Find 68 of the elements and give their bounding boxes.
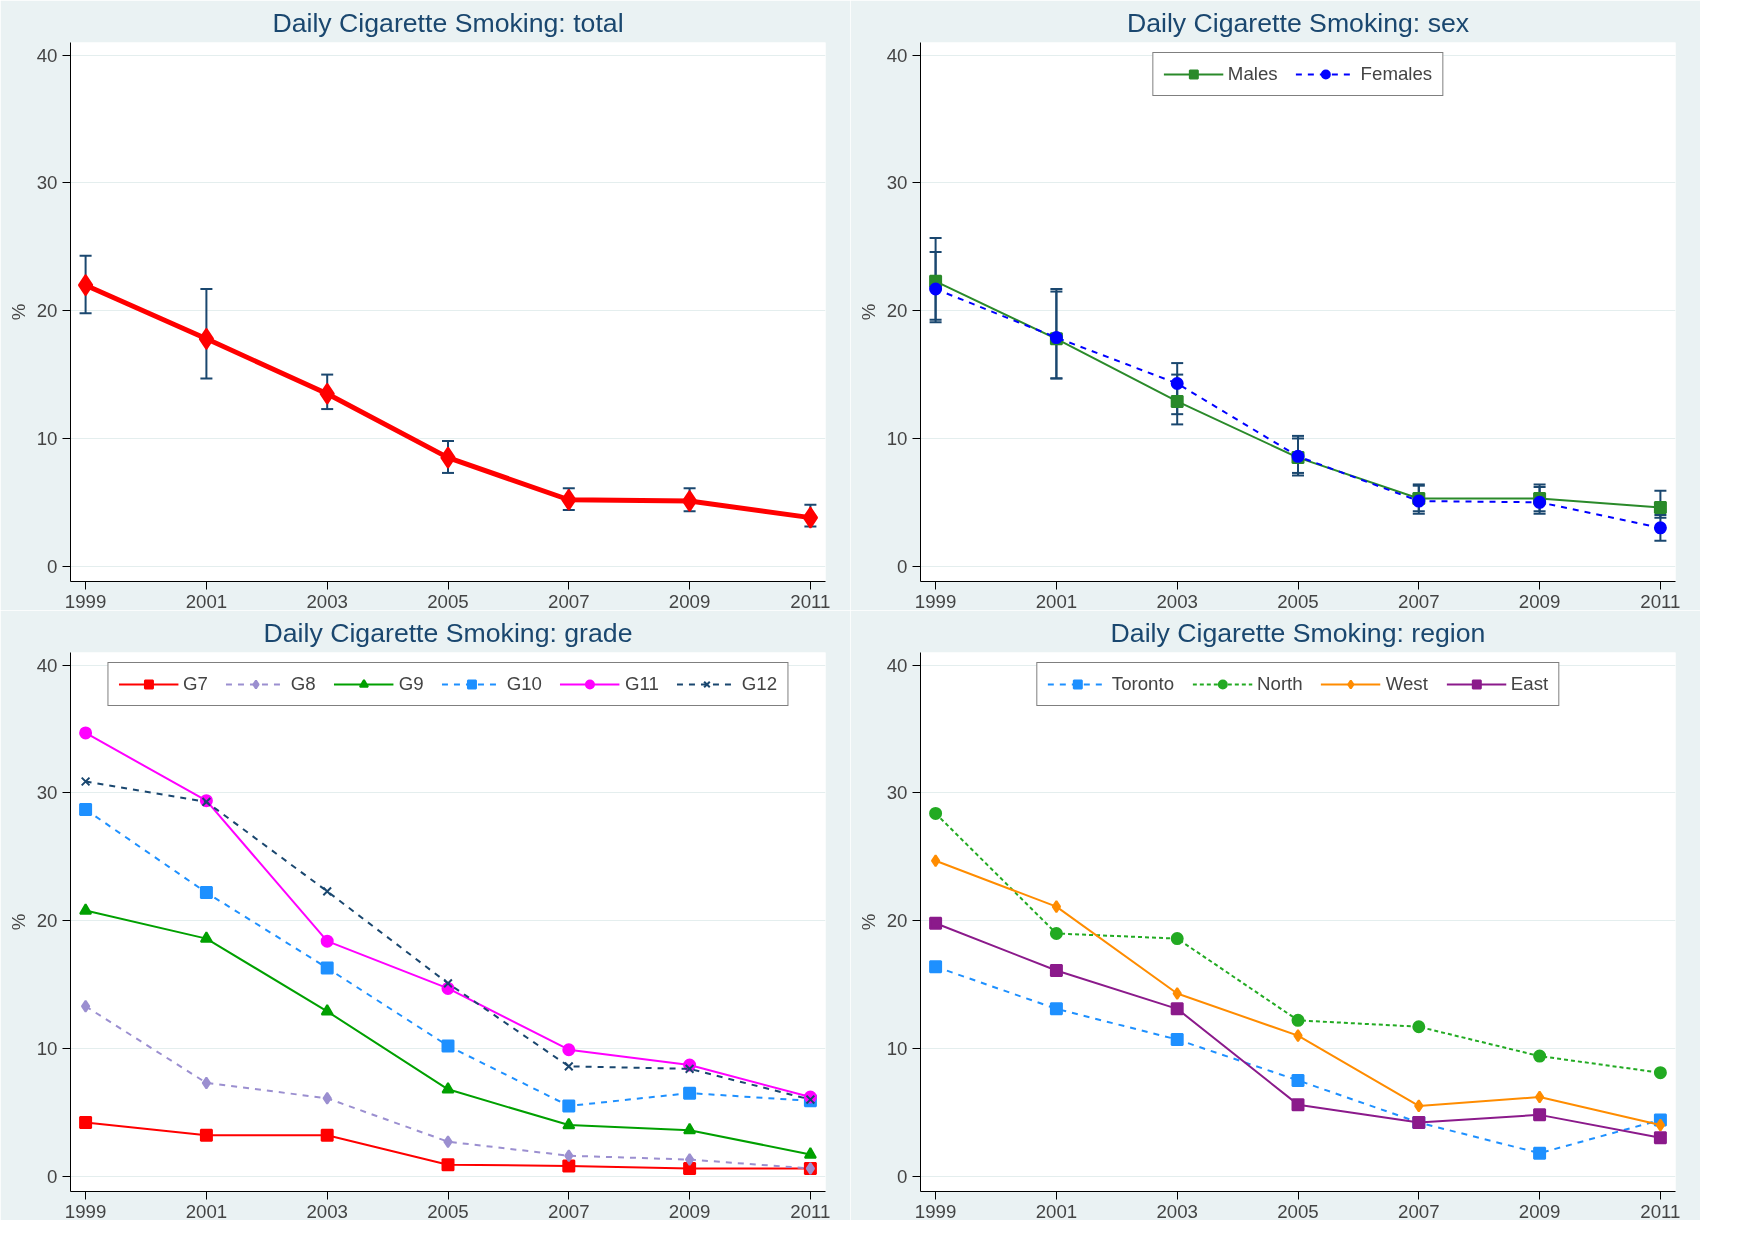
legend-label: G8 xyxy=(290,673,316,695)
legend-label: West xyxy=(1385,673,1428,695)
y-tick-label: 10 xyxy=(886,427,908,449)
x-tick-label: 1999 xyxy=(914,1200,957,1222)
y-tick-label: 0 xyxy=(47,1165,58,1187)
legend-label: Toronto xyxy=(1111,673,1175,695)
legend-label: G7 xyxy=(182,673,208,695)
legend-label: G12 xyxy=(741,673,778,695)
y-tick-label: 10 xyxy=(36,427,58,449)
y-tick-label: 40 xyxy=(36,654,58,676)
legend-label: Females xyxy=(1360,63,1433,85)
y-tick-label: 0 xyxy=(897,555,908,577)
y-tick-label: 20 xyxy=(36,300,58,322)
legend-label: G9 xyxy=(398,673,424,695)
x-tick-label: 2003 xyxy=(1156,590,1198,612)
chart-title: Daily Cigarette Smoking: sex xyxy=(1126,7,1470,38)
x-tick-label: 1999 xyxy=(64,1200,107,1222)
x-tick-label: 2007 xyxy=(548,590,590,612)
y-tick-label: 40 xyxy=(36,44,58,66)
y-axis-title: % xyxy=(857,303,879,321)
x-tick-label: 2001 xyxy=(185,1200,228,1222)
legend-label: East xyxy=(1510,673,1549,695)
y-tick-label: 20 xyxy=(886,300,908,322)
y-tick-label: 30 xyxy=(36,782,58,804)
y-tick-label: 10 xyxy=(36,1037,58,1059)
y-axis-title: % xyxy=(857,913,879,931)
x-tick-label: 2009 xyxy=(668,1200,711,1222)
y-tick-label: 40 xyxy=(886,654,908,676)
x-tick-label: 2011 xyxy=(1640,590,1681,612)
y-axis-title: % xyxy=(7,303,29,321)
y-tick-label: 0 xyxy=(47,555,58,577)
legend-label: Males xyxy=(1227,63,1278,85)
x-tick-label: 2003 xyxy=(1156,1200,1198,1222)
y-tick-label: 20 xyxy=(886,910,908,932)
chart-title: Daily Cigarette Smoking: total xyxy=(272,7,624,38)
y-tick-label: 10 xyxy=(886,1037,908,1059)
x-tick-label: 2003 xyxy=(306,590,348,612)
x-tick-label: 2001 xyxy=(185,590,228,612)
y-tick-label: 20 xyxy=(36,910,58,932)
legend-label: G10 xyxy=(506,673,542,695)
x-tick-label: 1999 xyxy=(64,590,107,612)
x-tick-label: 2009 xyxy=(1518,590,1561,612)
y-tick-label: 30 xyxy=(36,172,58,194)
x-tick-label: 2003 xyxy=(306,1200,348,1222)
x-tick-label: 1999 xyxy=(914,590,957,612)
x-tick-label: 2007 xyxy=(1398,590,1440,612)
x-tick-label: 2007 xyxy=(1398,1200,1440,1222)
legend-label: G11 xyxy=(624,673,659,695)
x-tick-label: 2011 xyxy=(790,1200,831,1222)
x-tick-label: 2007 xyxy=(548,1200,590,1222)
x-tick-label: 2005 xyxy=(1277,1200,1319,1222)
x-tick-label: 2005 xyxy=(1277,590,1319,612)
x-tick-label: 2011 xyxy=(1640,1200,1681,1222)
x-tick-label: 2001 xyxy=(1035,590,1078,612)
x-tick-label: 2009 xyxy=(1518,1200,1561,1222)
chart-title: Daily Cigarette Smoking: grade xyxy=(263,617,633,648)
x-tick-label: 2009 xyxy=(668,590,711,612)
chart-title: Daily Cigarette Smoking: region xyxy=(1110,617,1486,648)
x-tick-label: 2001 xyxy=(1035,1200,1078,1222)
y-tick-label: 30 xyxy=(886,172,908,194)
x-tick-label: 2005 xyxy=(427,590,469,612)
x-tick-label: 2011 xyxy=(790,590,831,612)
y-tick-label: 30 xyxy=(886,782,908,804)
y-axis-title: % xyxy=(7,913,29,931)
y-tick-label: 40 xyxy=(886,44,908,66)
legend-label: North xyxy=(1257,673,1303,695)
x-tick-label: 2005 xyxy=(427,1200,469,1222)
y-tick-label: 0 xyxy=(897,1165,908,1187)
